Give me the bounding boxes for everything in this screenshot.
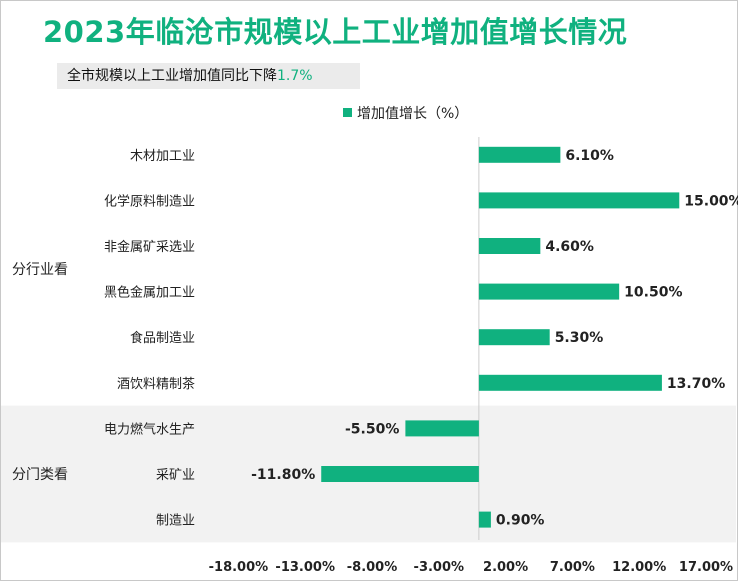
bar-2 [478, 238, 541, 254]
category-label-0: 木材加工业 [130, 149, 195, 164]
bar-8 [478, 511, 491, 528]
value-label-8: 0.90% [496, 513, 545, 529]
bar-0 [478, 146, 561, 163]
x-tick-label-2: -8.00% [347, 560, 398, 575]
value-label-0: 6.10% [565, 148, 614, 164]
bar-3 [478, 283, 620, 300]
legend: 增加值增长（%） [343, 106, 468, 122]
x-tick-label-3: -3.00% [414, 560, 465, 575]
x-tick-label-0: -18.00% [209, 560, 269, 575]
category-label-5: 酒饮料精制茶 [117, 376, 195, 392]
category-label-8: 制造业 [156, 514, 195, 529]
value-label-6: -5.50% [345, 421, 399, 437]
x-tick-label-5: 7.00% [550, 560, 595, 575]
category-label-7: 采矿业 [156, 468, 195, 483]
bar-6 [405, 420, 479, 437]
x-tick-label-1: -13.00% [275, 560, 335, 575]
category-label-4: 食品制造业 [130, 330, 195, 346]
legend-label: 增加值增长（%） [357, 106, 468, 122]
value-label-1: 15.00% [684, 193, 738, 209]
bar-1 [478, 192, 680, 209]
category-label-1: 化学原料制造业 [104, 193, 195, 209]
x-tick-label-6: 12.00% [612, 560, 666, 575]
group-label-0: 分行业看 [12, 262, 68, 278]
x-tick-label-7: 17.00% [679, 560, 733, 575]
category-label-2: 非金属矿采选业 [104, 239, 195, 255]
x-tick-label-4: 2.00% [483, 560, 528, 575]
category-labels: 木材加工业化学原料制造业非金属矿采选业黑色金属加工业食品制造业酒饮料精制茶电力燃… [104, 149, 195, 529]
bars [321, 146, 680, 528]
category-label-3: 黑色金属加工业 [104, 285, 195, 301]
value-label-5: 13.70% [667, 376, 725, 392]
subtitle-highlight: 1.7% [277, 68, 313, 84]
value-label-2: 4.60% [545, 239, 594, 255]
bar-4 [478, 329, 550, 346]
group-label-1: 分门类看 [12, 467, 68, 483]
value-label-7: -11.80% [251, 467, 315, 483]
subtitle-text: 全市规模以上工业增加值同比下降 [67, 68, 277, 84]
value-label-3: 10.50% [624, 285, 682, 301]
x-axis-ticks: -18.00% -13.00% -8.00% -3.00% 2.00% 7.00% 12.0… [209, 560, 733, 575]
legend-swatch [343, 108, 352, 117]
chart-title: 2023年临沧市规模以上工业增加值增长情况 [43, 15, 628, 49]
value-labels: 6.10% 15.00% 4.60% 10.50% 5.30% 13.70% -5.50% -… [251, 148, 738, 529]
bar-7 [321, 466, 479, 482]
value-label-4: 5.30% [555, 330, 604, 346]
chart-subtitle: 全市规模以上工业增加值同比下降1.7% [57, 63, 360, 89]
category-label-6: 电力燃气水生产 [104, 421, 195, 437]
bar-5 [478, 374, 662, 391]
